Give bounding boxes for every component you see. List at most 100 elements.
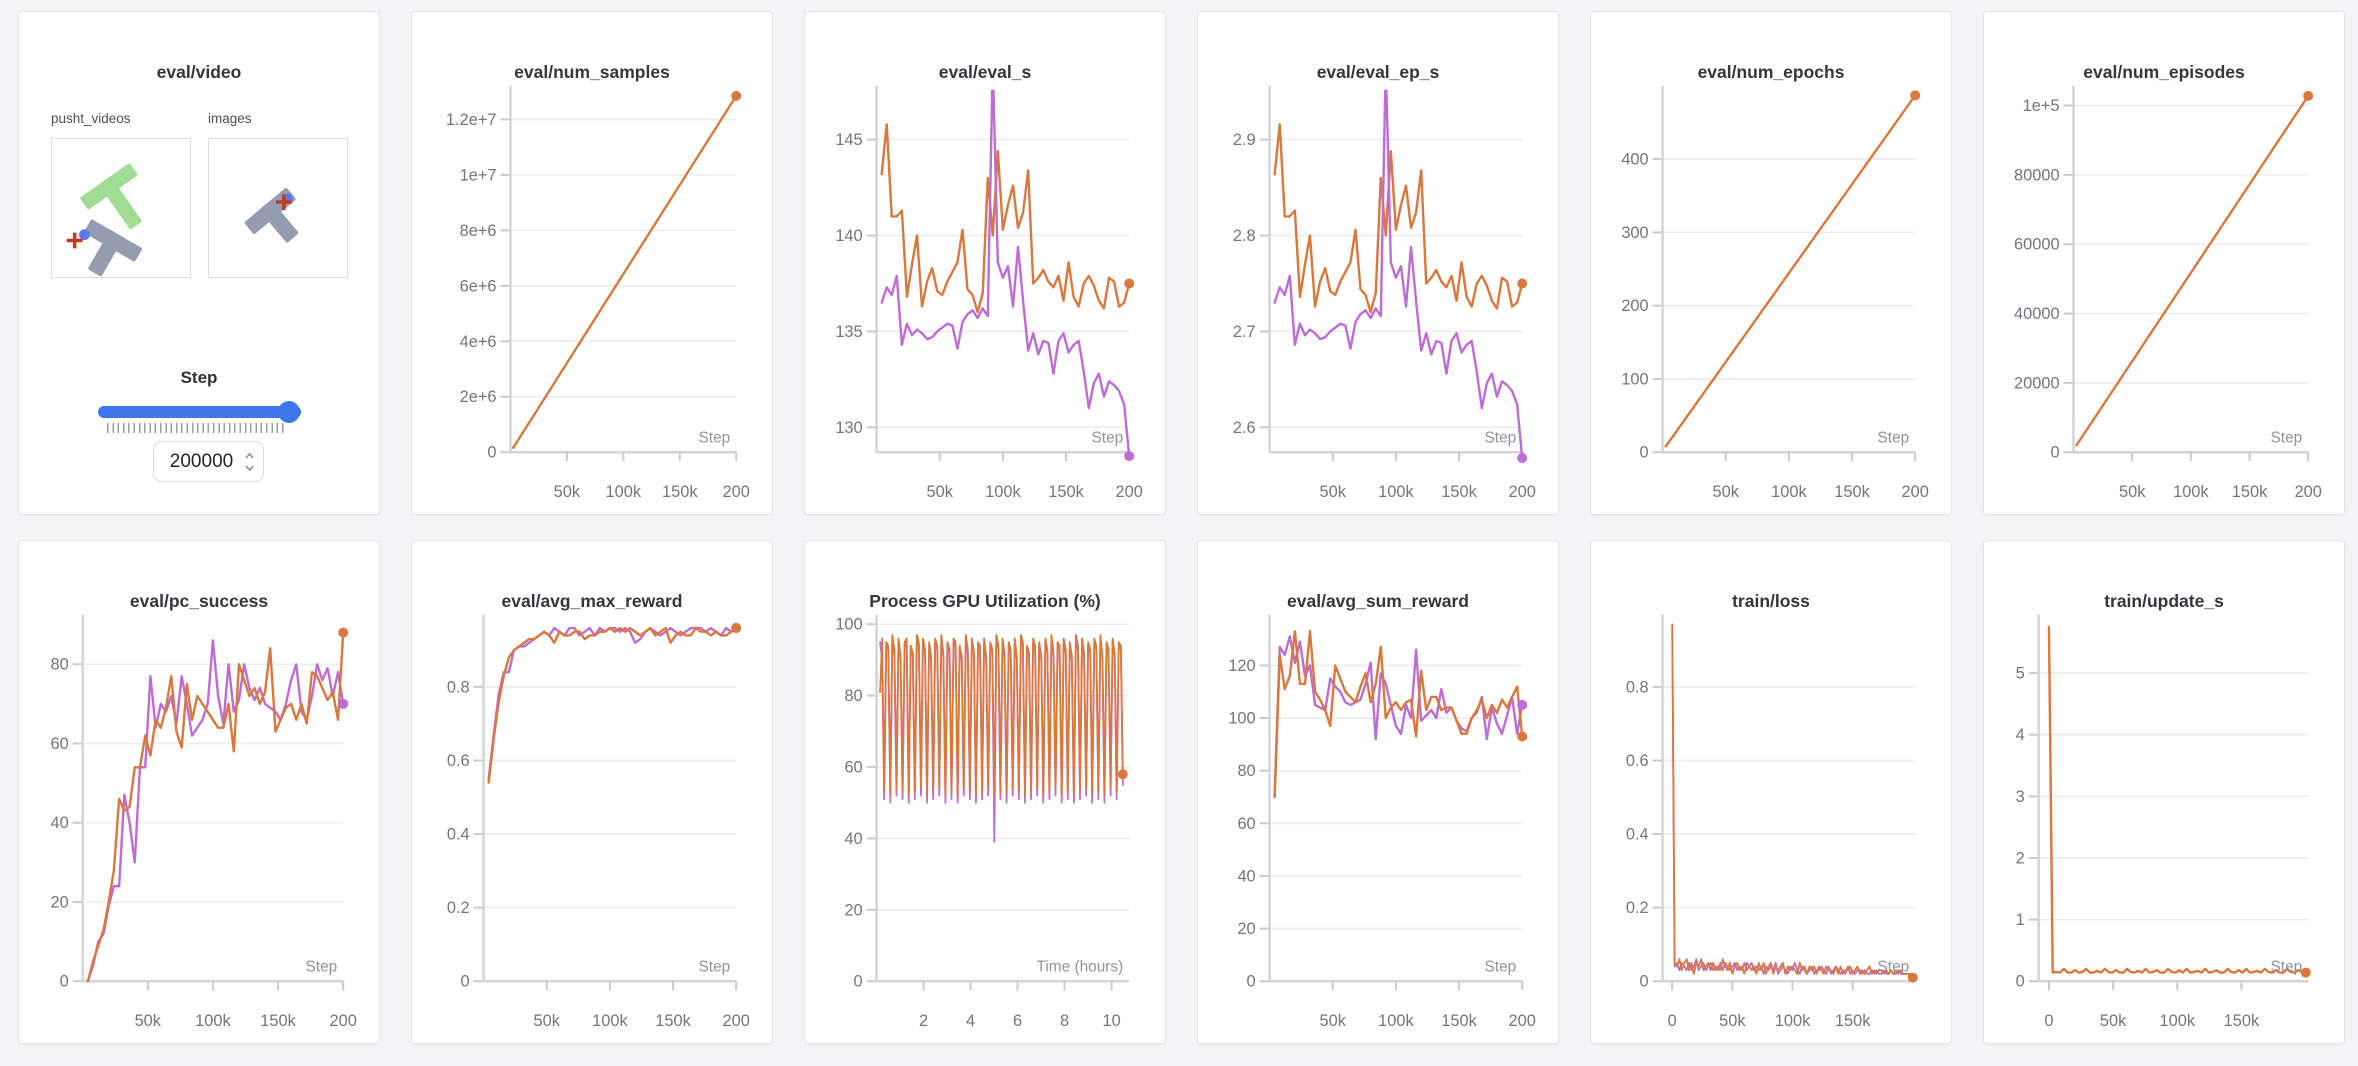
svg-text:50k: 50k — [1719, 1012, 1746, 1030]
step-slider-knob[interactable] — [278, 401, 300, 423]
svg-text:Step: Step — [699, 958, 731, 975]
panel-title: eval/avg_max_reward — [501, 591, 683, 611]
svg-text:50k: 50k — [2119, 483, 2146, 501]
svg-text:140: 140 — [835, 227, 862, 245]
step-input-container — [153, 441, 264, 482]
svg-text:20000: 20000 — [2014, 374, 2060, 392]
svg-text:20: 20 — [1237, 920, 1255, 938]
svg-text:0.4: 0.4 — [447, 826, 470, 844]
svg-text:2: 2 — [919, 1012, 928, 1030]
svg-text:Step: Step — [1878, 429, 1910, 446]
svg-text:150k: 150k — [1048, 483, 1084, 501]
svg-text:0.8: 0.8 — [1626, 678, 1649, 696]
svg-text:40: 40 — [844, 830, 862, 848]
panel-title: eval/num_samples — [514, 62, 670, 82]
panel-eval-avg-sum-reward: eval/avg_sum_reward 0 20 40 60 80 100 120 50k 10… — [1197, 540, 1559, 1044]
agent-dot — [79, 229, 90, 241]
line-chart-eval-eval-ep-s[interactable]: 2.6 2.7 2.8 2.9 50k 100k 150k 200 Step — [1198, 12, 1558, 514]
pusht-scene-image — [244, 187, 299, 243]
svg-text:80: 80 — [50, 656, 68, 674]
stepper-chevrons-icon[interactable] — [244, 450, 255, 474]
svg-text:Time (hours): Time (hours) — [1037, 958, 1124, 975]
panel-title: train/update_s — [2104, 591, 2224, 611]
svg-text:50k: 50k — [1320, 1012, 1347, 1030]
svg-text:150k: 150k — [1835, 1012, 1871, 1030]
svg-text:200: 200 — [1509, 1012, 1536, 1030]
svg-text:40000: 40000 — [2014, 305, 2060, 323]
line-chart-eval-avg-max-reward[interactable]: 0 0.2 0.4 0.6 0.8 50k 100k 150k 200 Step — [412, 541, 772, 1043]
svg-text:0: 0 — [1640, 444, 1649, 462]
panel-gpu-utilization: Process GPU Utilization (%) 0 20 40 60 80 100… — [804, 540, 1166, 1044]
svg-text:2.9: 2.9 — [1233, 131, 1256, 149]
svg-text:80: 80 — [844, 687, 862, 705]
svg-text:50k: 50k — [1320, 483, 1347, 501]
svg-text:60: 60 — [50, 735, 68, 753]
svg-text:1e+5: 1e+5 — [2023, 97, 2060, 115]
line-chart-eval-eval-s[interactable]: 130 135 140 145 50k 100k 150k 200 Step — [805, 12, 1165, 514]
svg-text:100k: 100k — [592, 1012, 628, 1030]
svg-text:200: 200 — [723, 483, 750, 501]
step-number-input[interactable] — [154, 442, 263, 481]
svg-text:2.7: 2.7 — [1233, 323, 1256, 341]
panel-title: Process GPU Utilization (%) — [869, 591, 1101, 611]
svg-text:0: 0 — [2016, 973, 2025, 991]
line-chart-train-loss[interactable]: 0 0.2 0.4 0.6 0.8 0 50k 100k 150k Step — [1591, 541, 1951, 1043]
svg-text:100k: 100k — [2160, 1012, 2196, 1030]
svg-text:200: 200 — [723, 1012, 750, 1030]
svg-text:150k: 150k — [655, 1012, 691, 1030]
svg-text:2e+6: 2e+6 — [460, 388, 497, 406]
svg-text:50k: 50k — [554, 483, 581, 501]
video-thumbnail-images[interactable] — [208, 138, 348, 278]
media-group-label: images — [208, 111, 252, 126]
svg-text:50k: 50k — [2100, 1012, 2127, 1030]
svg-text:1.2e+7: 1.2e+7 — [446, 111, 497, 129]
svg-text:150k: 150k — [2232, 483, 2268, 501]
svg-text:150k: 150k — [2224, 1012, 2260, 1030]
gray-tee-shape — [84, 219, 142, 277]
line-chart-train-update-s[interactable]: 0 1 2 3 4 5 0 50k 100k 150k Step — [1984, 541, 2344, 1043]
svg-text:Step: Step — [2271, 429, 2303, 446]
svg-text:Step: Step — [1485, 429, 1517, 446]
line-chart-eval-num-samples[interactable]: 0 2e+6 4e+6 6e+6 8e+6 1e+7 1.2e+7 50k 100k 150k 20… — [412, 12, 772, 514]
target-cross — [276, 194, 292, 210]
svg-text:200: 200 — [1902, 483, 1929, 501]
svg-text:150k: 150k — [662, 483, 698, 501]
svg-text:135: 135 — [835, 323, 862, 341]
line-chart-gpu-utilization[interactable]: 0 20 40 60 80 100 2 4 6 8 10 Time (hours) — [805, 541, 1165, 1043]
svg-text:130: 130 — [835, 419, 862, 437]
panel-eval-avg-max-reward: eval/avg_max_reward 0 0.2 0.4 0.6 0.8 50k 100k… — [411, 540, 773, 1044]
svg-text:20: 20 — [50, 893, 68, 911]
line-chart-eval-avg-sum-reward[interactable]: 0 20 40 60 80 100 120 50k 100k 150k 200 Step — [1198, 541, 1558, 1043]
svg-text:Step: Step — [1092, 429, 1124, 446]
svg-text:200: 200 — [2295, 483, 2322, 501]
line-chart-eval-num-episodes[interactable]: 0 20000 40000 60000 80000 1e+5 50k 100k 150k 200 S… — [1984, 12, 2344, 514]
svg-text:0.8: 0.8 — [447, 678, 470, 696]
svg-text:6e+6: 6e+6 — [460, 277, 497, 295]
svg-text:50k: 50k — [135, 1012, 162, 1030]
video-thumbnail-pusht[interactable] — [51, 138, 191, 278]
panel-eval-eval-s: eval/eval_s 130 135 140 145 50k 100k 150k 200 St… — [804, 11, 1166, 515]
step-slider-label: Step — [180, 368, 218, 387]
step-slider-track[interactable] — [98, 406, 301, 418]
svg-text:100k: 100k — [1378, 483, 1414, 501]
green-tee-shape — [80, 163, 142, 230]
svg-text:0: 0 — [2050, 444, 2059, 462]
svg-text:100k: 100k — [606, 483, 642, 501]
svg-text:10: 10 — [1102, 1012, 1120, 1030]
line-chart-eval-pc-success[interactable]: 0 20 40 60 80 50k 100k 150k 200 Step — [19, 541, 379, 1043]
line-chart-eval-num-epochs[interactable]: 0 100 200 300 400 50k 100k 150k 200 Step — [1591, 12, 1951, 514]
svg-text:400: 400 — [1621, 151, 1648, 169]
svg-text:Step: Step — [306, 958, 338, 975]
svg-text:40: 40 — [1237, 867, 1255, 885]
svg-text:20: 20 — [844, 901, 862, 919]
svg-text:3: 3 — [2016, 788, 2025, 806]
panel-title: eval/avg_sum_reward — [1287, 591, 1469, 611]
svg-text:2.6: 2.6 — [1233, 419, 1256, 437]
svg-text:1e+7: 1e+7 — [460, 166, 497, 184]
svg-text:0: 0 — [60, 973, 69, 991]
panel-title: eval/eval_s — [938, 62, 1032, 82]
svg-text:150k: 150k — [1441, 483, 1477, 501]
svg-text:8: 8 — [1060, 1012, 1069, 1030]
svg-text:80: 80 — [1237, 762, 1255, 780]
svg-text:150k: 150k — [260, 1012, 296, 1030]
